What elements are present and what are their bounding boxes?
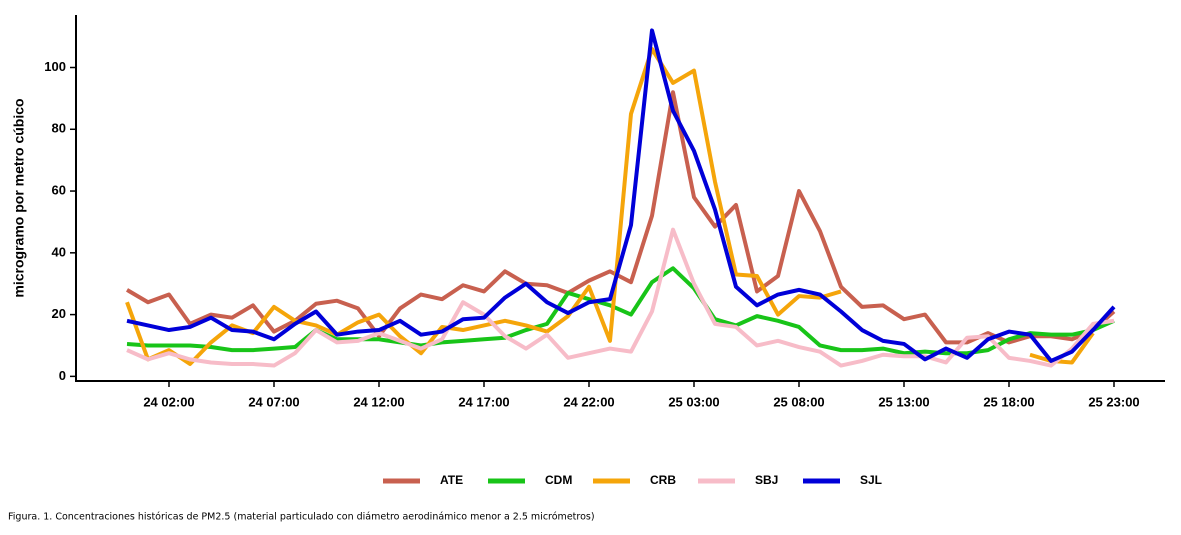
y-tick-label: 40 [52, 244, 66, 259]
x-tick-label: 25 23:00 [1088, 394, 1139, 409]
series-line [126, 227, 1115, 368]
y-axis-label: microgramo por metro cúbico [11, 98, 27, 297]
legend-label: CDM [545, 473, 572, 487]
x-tick-label: 25 08:00 [773, 394, 824, 409]
y-tick-label: 60 [52, 182, 66, 197]
legend-label: ATE [440, 473, 463, 487]
x-tick-label: 24 07:00 [248, 394, 299, 409]
y-tick-label: 100 [44, 59, 66, 74]
y-tick-label: 20 [52, 306, 66, 321]
series-line [125, 46, 1095, 367]
x-tick-label: 25 18:00 [983, 394, 1034, 409]
y-tick-label: 0 [59, 368, 66, 383]
legend-label: CRB [650, 473, 676, 487]
y-tick-label: 80 [52, 121, 66, 136]
x-tick-label: 24 22:00 [563, 394, 614, 409]
legend-label: SJL [860, 473, 882, 487]
caption: Figura. 1. Concentraciones históricas de… [8, 512, 595, 523]
x-tick-label: 25 13:00 [878, 394, 929, 409]
x-tick-label: 24 12:00 [353, 394, 404, 409]
series-line [126, 266, 1115, 356]
x-tick-label: 24 17:00 [458, 394, 509, 409]
series-line [125, 90, 1116, 345]
x-tick-label: 25 03:00 [668, 394, 719, 409]
series-line [126, 28, 1116, 363]
x-tick-label: 24 02:00 [143, 394, 194, 409]
legend-label: SBJ [755, 473, 778, 487]
